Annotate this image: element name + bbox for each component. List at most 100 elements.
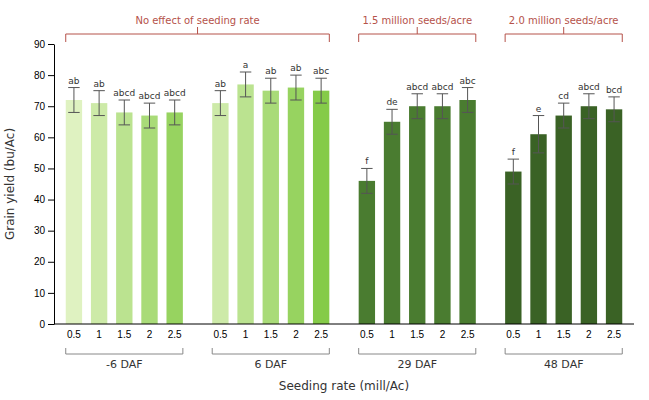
y-tick: 40 xyxy=(34,194,54,205)
error-bar xyxy=(508,159,519,184)
x-tick: 0.5 xyxy=(213,329,227,340)
y-tick-label: 60 xyxy=(34,132,46,143)
top-bracket-label: No effect of seeding rate xyxy=(135,15,259,26)
x-axis: 0.511.522.5 xyxy=(213,329,328,340)
x-tick-label: 2.5 xyxy=(314,329,328,340)
x-tick: 0.5 xyxy=(67,329,81,340)
error-bar xyxy=(169,100,180,125)
error-bar xyxy=(215,91,226,116)
x-tick: 0.5 xyxy=(360,329,374,340)
bar xyxy=(288,88,304,324)
x-tick-label: 2 xyxy=(293,329,299,340)
y-tick-label: 50 xyxy=(34,163,46,174)
y-tick: 20 xyxy=(34,256,54,267)
y-axis-title: Grain yield (bu/Ac) xyxy=(3,128,17,240)
y-tick-mark xyxy=(48,262,54,263)
bar xyxy=(606,109,622,324)
x-tick-label: 1 xyxy=(96,329,102,340)
y-tick: 80 xyxy=(34,70,54,81)
significance-letter: f xyxy=(365,156,369,166)
x-tick-label: 1 xyxy=(389,329,395,340)
y-tick-mark xyxy=(48,75,54,76)
y-tick-label: 0 xyxy=(39,319,45,330)
significance-letter: abc xyxy=(460,76,476,86)
group-label: -6 DAF xyxy=(106,358,143,371)
bar xyxy=(459,100,475,324)
significance-letter: abcd xyxy=(139,91,161,101)
bar xyxy=(212,103,228,324)
y-tick-label: 80 xyxy=(34,70,46,81)
y-tick-mark xyxy=(48,106,54,107)
group-label: 48 DAF xyxy=(544,358,584,371)
y-tick-label: 30 xyxy=(34,225,46,236)
x-tick: 1.5 xyxy=(557,329,571,340)
top-bracket-label: 1.5 million seeds/acre xyxy=(362,15,472,26)
bar xyxy=(556,116,572,324)
error-bar xyxy=(290,75,301,100)
x-tick: 2.5 xyxy=(461,329,475,340)
group-bracket xyxy=(212,348,329,354)
significance-letter: abcd xyxy=(164,88,186,98)
x-tick-label: 0.5 xyxy=(360,329,374,340)
x-tick-label: 1 xyxy=(536,329,542,340)
significance-letter: e xyxy=(536,104,542,114)
significance-letter: ab xyxy=(93,79,105,89)
bar xyxy=(116,112,132,324)
bar xyxy=(359,181,375,324)
top-bracket xyxy=(359,27,476,42)
letters: abababcdabcdabcdabaabababcfdeabcdabcdabc… xyxy=(68,60,622,166)
plot: 0102030405060708090Grain yield (bu/Ac)ab… xyxy=(3,15,634,393)
x-tick: 1 xyxy=(389,329,395,340)
y-tick-mark xyxy=(48,200,54,201)
y-tick-label: 10 xyxy=(34,288,46,299)
error-bar xyxy=(68,88,79,113)
x-tick-label: 1 xyxy=(243,329,249,340)
error-bar xyxy=(361,168,372,193)
y-tick-mark xyxy=(48,44,54,45)
x-tick: 0.5 xyxy=(506,329,520,340)
group-label: 29 DAF xyxy=(397,358,437,371)
error-bar xyxy=(583,94,594,119)
x-tick-label: 2.5 xyxy=(461,329,475,340)
x-tick: 2 xyxy=(440,329,446,340)
y-axis: 0102030405060708090 xyxy=(34,39,55,330)
significance-letter: abcd xyxy=(113,88,135,98)
significance-letter: a xyxy=(243,60,249,70)
y-tick: 50 xyxy=(34,163,54,174)
bar xyxy=(505,172,521,324)
x-tick: 2 xyxy=(293,329,299,340)
significance-letter: ab xyxy=(290,63,302,73)
y-tick-mark xyxy=(48,231,54,232)
group-bracket xyxy=(359,348,476,354)
top-brackets: No effect of seeding rate 1.5 million see… xyxy=(66,15,623,42)
significance-letter: f xyxy=(512,147,516,157)
x-axis-title: Seeding rate (mill/Ac) xyxy=(279,379,409,393)
group-bracket xyxy=(505,348,622,354)
y-tick-label: 40 xyxy=(34,194,46,205)
error-bar xyxy=(265,78,276,103)
y-tick-mark xyxy=(48,168,54,169)
chart: 0102030405060708090Grain yield (bu/Ac)ab… xyxy=(0,0,649,400)
significance-letter: bcd xyxy=(606,85,622,95)
y-tick: 60 xyxy=(34,132,54,143)
marks xyxy=(66,72,623,324)
y-tick-label: 90 xyxy=(34,39,46,50)
x-axis: 0.511.522.5 xyxy=(67,329,182,340)
significance-letter: abcd xyxy=(431,82,453,92)
x-tick-label: 2 xyxy=(586,329,592,340)
significance-letter: abc xyxy=(313,66,329,76)
error-bar xyxy=(386,109,397,134)
x-tick-label: 2 xyxy=(147,329,153,340)
x-tick: 2 xyxy=(586,329,592,340)
x-tick-label: 1.5 xyxy=(117,329,131,340)
y-tick-mark xyxy=(48,293,54,294)
error-bar xyxy=(558,103,569,128)
x-tick-label: 2 xyxy=(440,329,446,340)
x-axis: 0.511.522.5 xyxy=(506,329,621,340)
x-tick: 1 xyxy=(96,329,102,340)
y-tick: 0 xyxy=(39,319,54,330)
error-bar xyxy=(315,78,326,103)
x-tick-label: 1.5 xyxy=(410,329,424,340)
bar xyxy=(166,112,182,324)
y-tick: 90 xyxy=(34,39,54,50)
